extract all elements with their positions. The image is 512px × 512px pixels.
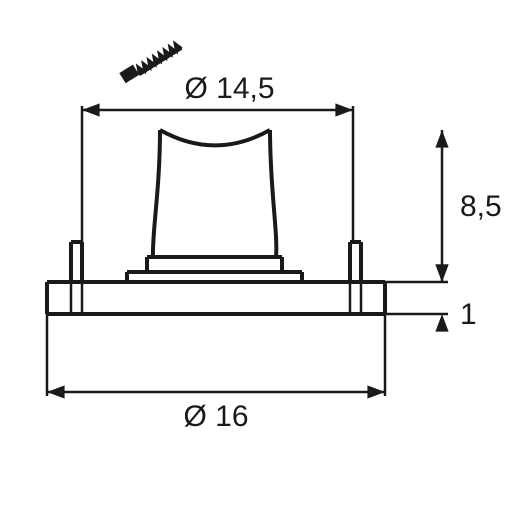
dim-bottom-diameter: Ø 16 [183, 400, 248, 433]
holesaw-icon [119, 38, 181, 83]
technical-drawing: Ø 14,5 Ø 16 8,5 1 [0, 0, 512, 512]
dim-height: 8,5 [460, 190, 502, 223]
dim-top-diameter: Ø 14,5 [184, 72, 274, 105]
dim-flange-thickness: 1 [460, 298, 477, 331]
